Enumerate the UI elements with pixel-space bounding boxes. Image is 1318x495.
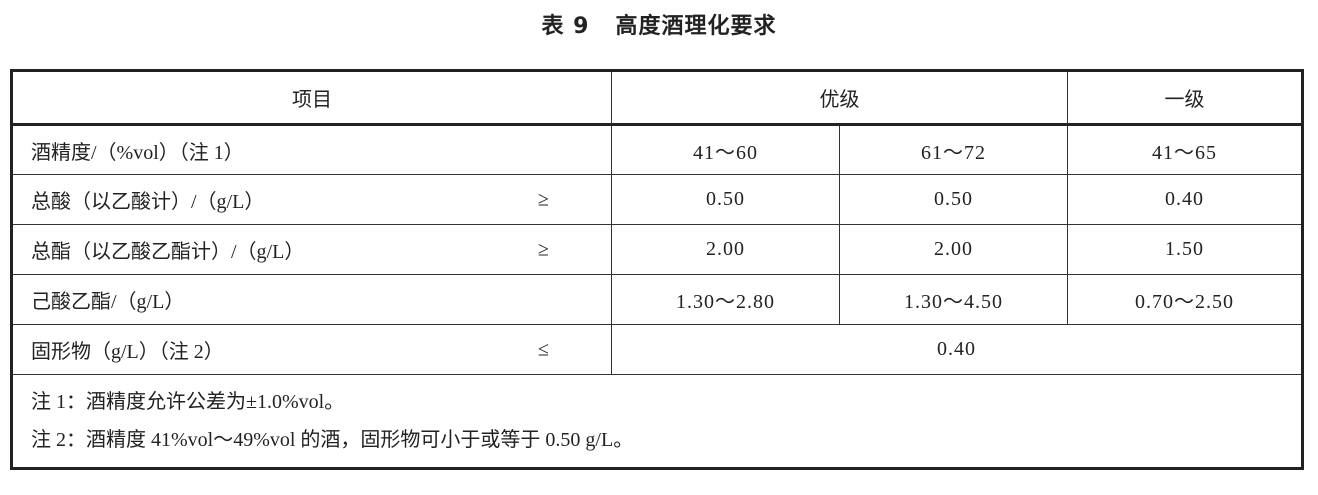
cell: 1.30～2.80 [611, 274, 840, 325]
cell: 0.40 [1067, 174, 1303, 225]
note-1: 注 1：酒精度允许公差为±1.0%vol。 [31, 391, 345, 413]
table-number: 表 9 [541, 14, 590, 39]
cell: 2.00 [611, 224, 840, 275]
cell: 1.30～4.50 [839, 274, 1068, 325]
item-label: 己酸乙酯/（g/L） [31, 291, 185, 313]
table-row: 酒精度/（%vol）（注 1） 41～60 61～72 41～65 [11, 124, 1303, 175]
comparison-symbol: ≥ [538, 238, 549, 260]
comparison-symbol: ≤ [538, 338, 549, 360]
cell: 41～65 [1067, 124, 1303, 175]
note-2: 注 2：酒精度 41%vol～49%vol 的酒，固形物可小于或等于 0.50 … [31, 429, 634, 451]
requirements-table: 项目 优级 一级 酒精度/（%vol）（注 1） 41～60 61～72 41～… [10, 69, 1304, 470]
header-first-grade: 一级 [1067, 70, 1303, 126]
cell: 0.50 [611, 174, 840, 225]
item-label: 总酯（以乙酸乙酯计）/（g/L） [31, 241, 305, 263]
row-item: 总酯（以乙酸乙酯计）/（g/L） ≥ [11, 224, 612, 275]
table-row: 总酸（以乙酸计）/（g/L） ≥ 0.50 0.50 0.40 [11, 174, 1303, 225]
row-item: 己酸乙酯/（g/L） [11, 274, 612, 325]
comparison-symbol: ≥ [538, 188, 549, 210]
cell: 2.00 [839, 224, 1068, 275]
cell: 1.50 [1067, 224, 1303, 275]
notes-row: 注 1：酒精度允许公差为±1.0%vol。 注 2：酒精度 41%vol～49%… [11, 374, 1303, 469]
table-row: 己酸乙酯/（g/L） 1.30～2.80 1.30～4.50 0.70～2.50 [11, 274, 1303, 325]
cell: 0.50 [839, 174, 1068, 225]
cell: 61～72 [839, 124, 1068, 175]
header-row: 项目 优级 一级 [11, 70, 1303, 126]
row-item: 总酸（以乙酸计）/（g/L） ≥ [11, 174, 612, 225]
notes: 注 1：酒精度允许公差为±1.0%vol。 注 2：酒精度 41%vol～49%… [11, 374, 1303, 469]
row-item: 酒精度/（%vol）（注 1） [11, 124, 612, 175]
item-label: 总酸（以乙酸计）/（g/L） [31, 191, 265, 213]
cell: 41～60 [611, 124, 840, 175]
table-title-text: 高度酒理化要求 [615, 14, 777, 39]
item-label: 酒精度/（%vol）（注 1） [31, 141, 244, 164]
table-row: 总酯（以乙酸乙酯计）/（g/L） ≥ 2.00 2.00 1.50 [11, 224, 1303, 275]
table-row: 固形物（g/L）（注 2） ≤ 0.40 [11, 324, 1303, 375]
cell: 0.40 [611, 324, 1303, 375]
table-title: 表 9 高度酒理化要求 [0, 8, 1318, 40]
header-premium: 优级 [611, 70, 1068, 126]
header-item: 项目 [11, 70, 612, 126]
row-item: 固形物（g/L）（注 2） ≤ [11, 324, 612, 375]
item-label: 固形物（g/L）（注 2） [31, 341, 224, 363]
cell: 0.70～2.50 [1067, 274, 1303, 325]
